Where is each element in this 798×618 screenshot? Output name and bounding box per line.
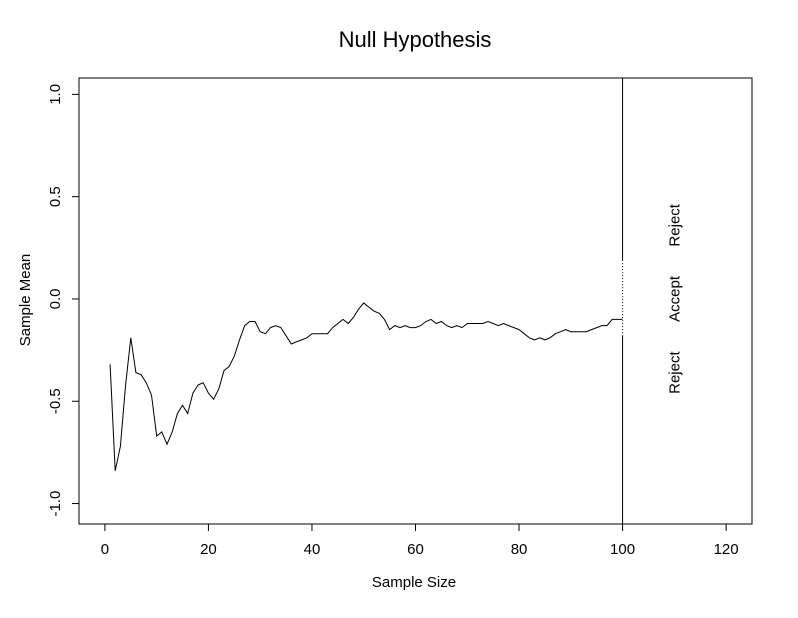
y-tick-label: -1.0 — [47, 491, 64, 517]
region-label-reject: Reject — [666, 203, 683, 246]
x-tick-label: 0 — [101, 541, 109, 558]
x-tick-label: 100 — [610, 541, 635, 558]
series-line-sample-mean — [109, 302, 623, 471]
chart-title: Null Hypothesis — [339, 27, 492, 52]
region-label-reject: Reject — [666, 351, 683, 394]
region-label-accept: Accept — [666, 275, 683, 322]
x-tick-label: 80 — [511, 541, 528, 558]
x-axis: 0 20 40 60 80 100 120 — [101, 523, 739, 558]
y-tick-label: 0.5 — [47, 186, 64, 207]
x-tick-label: 20 — [200, 541, 217, 558]
region-labels: Reject Accept Reject — [666, 203, 683, 394]
x-axis-label: Sample Size — [372, 574, 456, 591]
x-tick-label: 40 — [304, 541, 321, 558]
y-tick-label: 0.0 — [47, 289, 64, 310]
plot-frame — [78, 77, 753, 525]
x-tick-label: 120 — [714, 541, 739, 558]
y-axis: -1.0 -0.5 0.0 0.5 1.0 — [47, 84, 80, 517]
y-tick-label: 1.0 — [47, 84, 64, 105]
y-tick-label: -0.5 — [47, 388, 64, 414]
y-axis-label: Sample Mean — [17, 254, 34, 347]
x-tick-label: 60 — [407, 541, 424, 558]
